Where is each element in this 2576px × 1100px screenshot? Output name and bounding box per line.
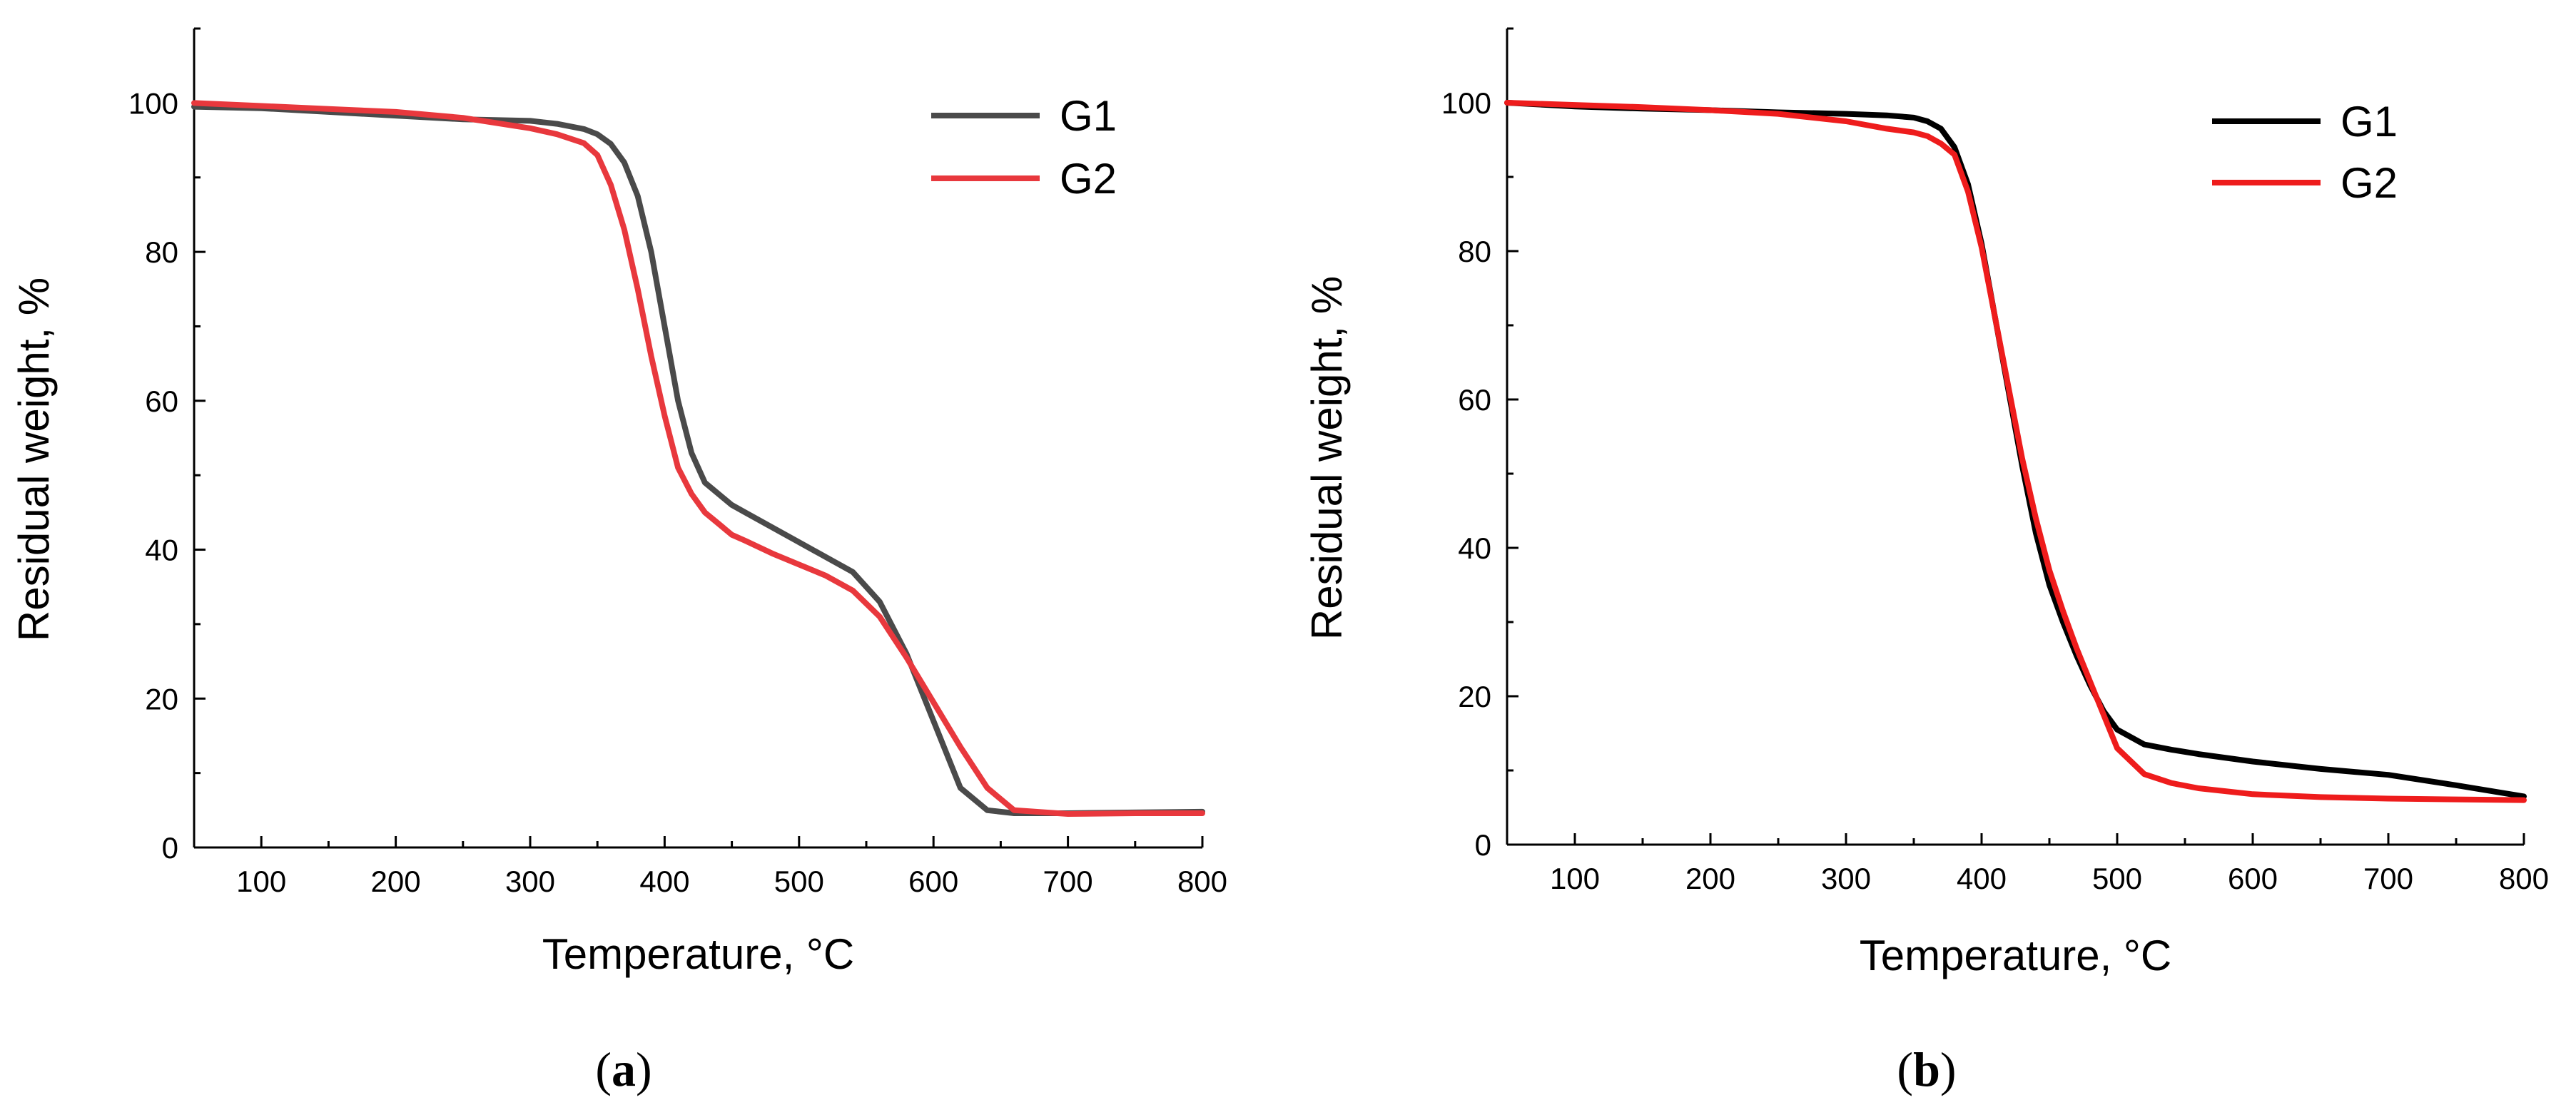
y-tick-label: 0 (162, 831, 178, 865)
x-axis-title: Temperature, °C (1860, 932, 2172, 979)
y-axis-title: Residual weight, % (1303, 276, 1351, 640)
x-tick-label: 200 (371, 865, 421, 898)
y-tick-label: 100 (1441, 86, 1491, 120)
series-line-g2 (1504, 100, 2527, 803)
y-tick-label: 40 (145, 534, 178, 567)
y-tick-label: 100 (128, 86, 178, 120)
x-tick-label: 100 (236, 865, 286, 898)
x-tick-label: 700 (2363, 862, 2413, 895)
y-tick-label: 80 (1458, 235, 1491, 268)
y-tick-label: 20 (145, 682, 178, 715)
legend-label-g1: G1 (2341, 98, 2398, 146)
series-line-g1 (191, 103, 1205, 816)
y-tick-label: 80 (145, 235, 178, 269)
legend-label-g2: G2 (1060, 155, 1117, 203)
y-tick-label: 60 (1458, 383, 1491, 417)
legend-label-g1: G1 (1060, 92, 1117, 140)
x-tick-label: 800 (1177, 865, 1227, 898)
x-tick-label: 200 (1685, 862, 1735, 895)
x-tick-label: 100 (1550, 862, 1600, 895)
x-tick-label: 300 (1821, 862, 1871, 895)
y-tick-label: 20 (1458, 680, 1491, 713)
x-tick-label: 400 (639, 865, 689, 898)
y-axis-title: Residual weight, % (10, 277, 58, 641)
panel-b-caption-letter: b (1913, 1042, 1940, 1096)
x-tick-label: 800 (2499, 862, 2549, 895)
panel-a-caption: (a) (595, 1042, 651, 1096)
series-line-g2 (191, 100, 1205, 817)
y-tick-label: 60 (145, 385, 178, 418)
panel-a-caption-letter: a (612, 1042, 636, 1096)
x-axis-title: Temperature, °C (542, 930, 855, 978)
x-tick-label: 600 (908, 865, 958, 898)
x-tick-label: 600 (2228, 862, 2278, 895)
x-tick-label: 300 (505, 865, 555, 898)
x-tick-label: 700 (1043, 865, 1093, 898)
panel-b-chart: 0 20 40 60 80 100 100 200 300 400 500 600 700 800 Temp… (1303, 27, 2549, 979)
x-tick-label: 400 (1957, 862, 2007, 895)
x-tick-label: 500 (2092, 862, 2142, 895)
y-tick-label: 40 (1458, 531, 1491, 565)
panel-a-chart: 0 20 40 60 80 100 100 200 300 400 500 600 700 800 Temp… (10, 27, 1227, 978)
y-tick-label: 0 (1475, 828, 1491, 862)
panel-b-caption: (b) (1897, 1042, 1956, 1096)
x-tick-label: 500 (774, 865, 824, 898)
legend-label-g2: G2 (2341, 159, 2398, 207)
